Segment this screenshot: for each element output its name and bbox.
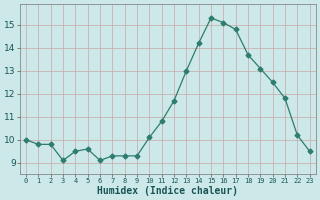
X-axis label: Humidex (Indice chaleur): Humidex (Indice chaleur) <box>97 186 238 196</box>
